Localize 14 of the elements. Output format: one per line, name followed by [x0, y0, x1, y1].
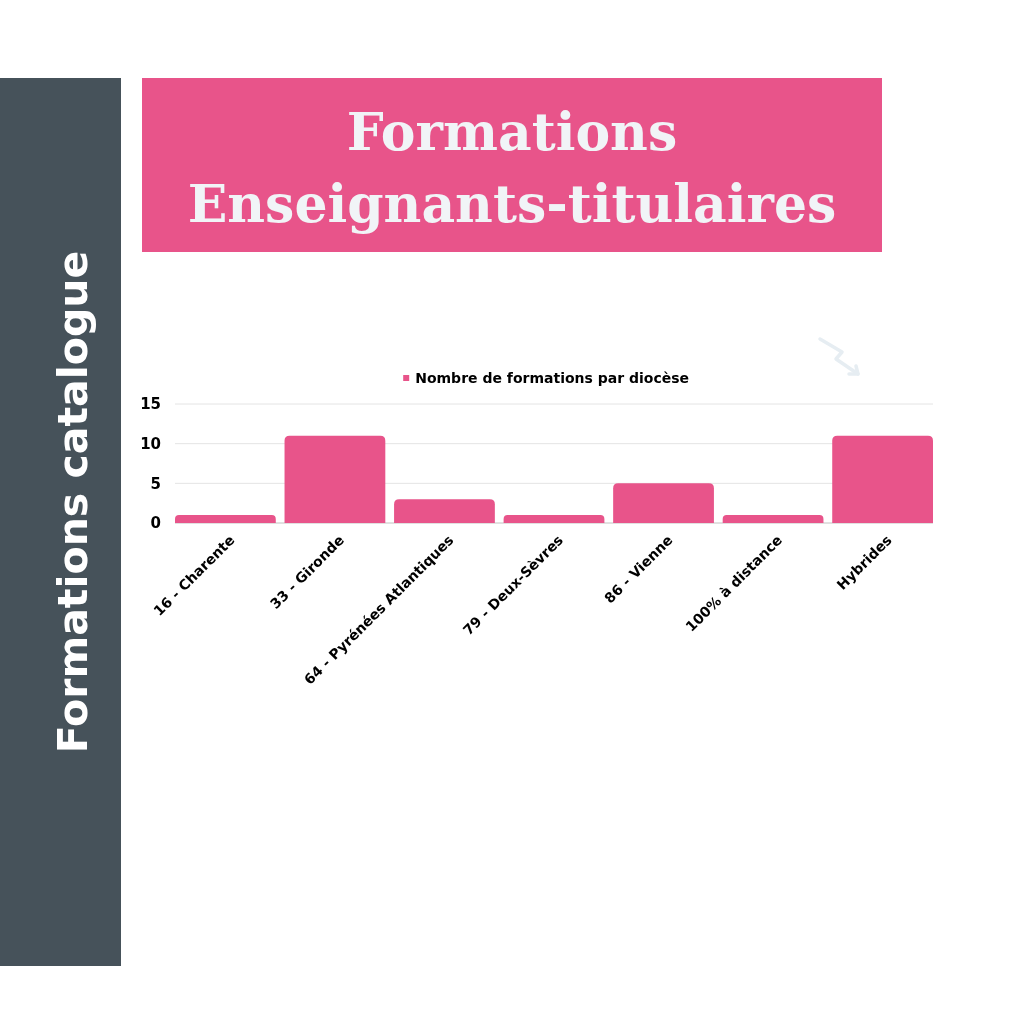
bar	[832, 435, 933, 523]
y-tick-label: 15	[140, 395, 161, 414]
y-tick-label: 10	[140, 435, 161, 454]
y-tick-label: 5	[150, 474, 161, 493]
bar	[613, 483, 714, 523]
legend-label: Nombre de formations par diocèse	[415, 370, 690, 386]
bar	[722, 515, 824, 523]
bar	[284, 435, 386, 523]
bar	[394, 499, 495, 523]
bar	[175, 515, 276, 523]
text: Formations catalogue	[49, 250, 97, 754]
chart-title: Formations Enseignants-titulaires	[187, 101, 837, 234]
bar	[503, 515, 605, 523]
y-tick-label: 0	[150, 514, 161, 533]
